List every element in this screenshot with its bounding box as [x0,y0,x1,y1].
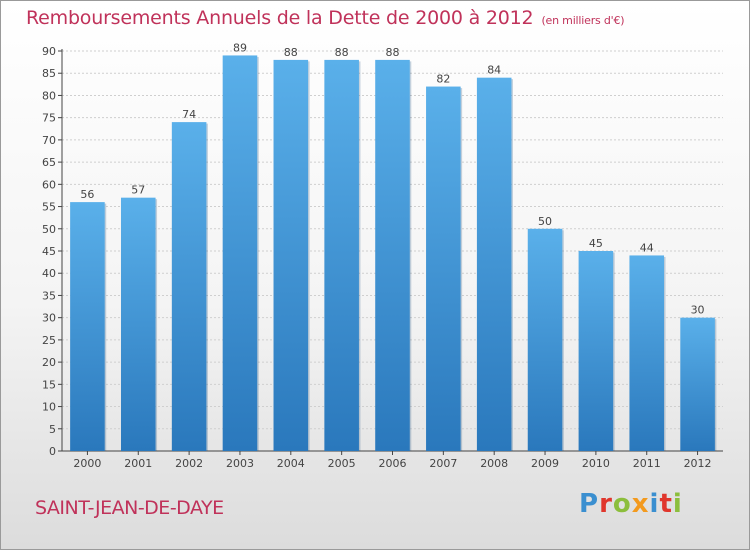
bar [70,202,105,451]
logo-letter: i [672,489,683,519]
x-tick-label: 2011 [633,457,661,470]
bar-value-label: 57 [131,184,145,197]
x-tick-label: 2006 [379,457,407,470]
bar [476,77,512,452]
axis-layer: 0 5 10 15 20 25 30 35 40 45 50 55 60 65 70 75 80 85 90 2000… [42,45,723,470]
bar-value-label: 88 [335,46,349,59]
chart-subtitle: (en milliers d'€) [541,14,625,27]
logo-letter: t [659,489,673,519]
y-tick-label: 50 [42,223,56,236]
bar-value-label: 82 [436,73,450,86]
bar-value-label: 44 [640,241,654,254]
chart-title-text: Remboursements Annuels de la Dette de 20… [26,7,534,29]
chart-title: Remboursements Annuels de la Dette de 20… [26,7,625,29]
y-tick-label: 70 [42,134,56,147]
bar-value-label: 45 [589,237,603,250]
y-tick-label: 5 [49,423,56,436]
bar [426,86,461,452]
logo-letter: i [649,489,660,519]
bar-value-label: 56 [80,188,94,201]
bar [120,197,156,451]
bar-value-label: 30 [691,304,705,317]
bar [171,122,207,451]
y-tick-label: 15 [42,378,56,391]
bar [273,59,309,452]
y-tick-label: 60 [42,178,56,191]
y-tick-label: 40 [42,267,56,280]
bar-value-label: 50 [538,215,552,228]
bar-value-label: 88 [284,46,298,59]
x-tick-label: 2000 [73,457,101,470]
x-tick-label: 2012 [684,457,712,470]
x-tick-label: 2001 [124,457,152,470]
y-tick-label: 90 [42,45,56,58]
y-tick-label: 20 [42,356,56,369]
x-tick-label: 2008 [480,457,508,470]
y-tick-label: 45 [42,245,56,258]
logo-letter: P [579,489,600,519]
bar [375,59,410,452]
bar-layer [70,55,717,452]
bar [578,251,614,451]
bar [222,55,258,451]
commune-name: SAINT-JEAN-DE-DAYE [35,497,224,519]
x-tick-label: 2005 [328,457,356,470]
y-tick-label: 80 [42,89,56,102]
bar-value-label: 74 [182,108,196,121]
label-layer: 56 57 74 89 88 88 88 82 84 50 45 44 30 [80,41,704,316]
proxiti-logo[interactable]: Proxiti [579,489,683,519]
y-tick-label: 0 [49,445,56,458]
x-tick-label: 2003 [226,457,254,470]
bar-value-label: 88 [386,46,400,59]
y-tick-label: 35 [42,289,56,302]
y-tick-label: 10 [42,401,56,414]
logo-letter: r [599,489,613,519]
logo-letter: o [612,489,632,519]
logo-letter: x [631,489,650,519]
y-tick-label: 85 [42,67,56,80]
y-tick-label: 65 [42,156,56,169]
x-tick-label: 2004 [277,457,305,470]
bar [629,255,665,451]
bar-value-label: 89 [233,41,247,54]
bar [527,228,563,451]
y-tick-label: 30 [42,312,56,325]
y-tick-label: 75 [42,112,56,125]
y-tick-label: 55 [42,201,56,214]
bar [680,317,715,451]
y-tick-label: 25 [42,334,56,347]
x-tick-label: 2009 [531,457,559,470]
x-tick-label: 2007 [429,457,457,470]
bar [324,59,359,452]
bar-value-label: 84 [487,64,501,77]
x-tick-label: 2010 [582,457,610,470]
x-tick-label: 2002 [175,457,203,470]
